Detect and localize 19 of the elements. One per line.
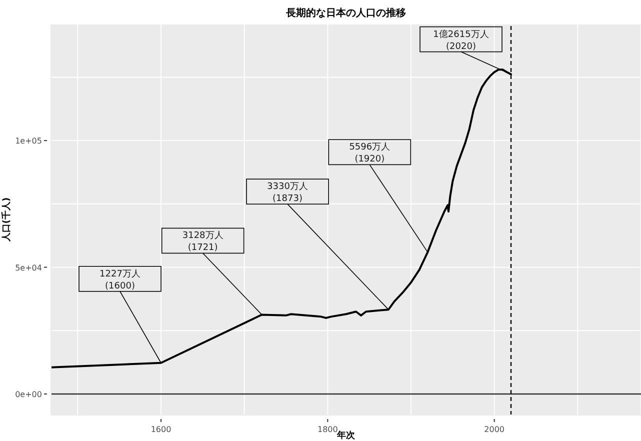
y-axis-title: 人口(千人)	[1, 197, 12, 243]
x-tick-label: 1600	[150, 425, 172, 434]
y-tick-label: 5e+04	[15, 263, 42, 272]
callout-box: 3128万人 (1721)	[161, 228, 244, 254]
annotation: 3330万人 (1873)	[267, 181, 308, 204]
x-tick-label: 2000	[484, 425, 505, 434]
annotation: 5596万人 (1920)	[349, 142, 390, 165]
callout-box: 3330万人 (1873)	[246, 178, 329, 204]
y-tick-label: 0e+00	[15, 390, 42, 399]
annotation: 3128万人 (1721)	[182, 230, 224, 254]
x-axis-title: 年次	[336, 430, 356, 441]
callout-box: 5596万人 (1920)	[328, 139, 412, 166]
callout-box: 1227万人 (1600)	[78, 266, 162, 292]
x-tick-label: 1800	[317, 425, 338, 434]
chart-title: 長期的な日本の人口の推移	[285, 6, 407, 20]
annotation: 1227万人 (1600)	[100, 268, 140, 292]
annotation: 1億2615万人 (2020)	[433, 28, 489, 52]
callout-box: 1億2615万人 (2020)	[420, 26, 502, 52]
y-tick-label: 1e+05	[15, 136, 42, 146]
